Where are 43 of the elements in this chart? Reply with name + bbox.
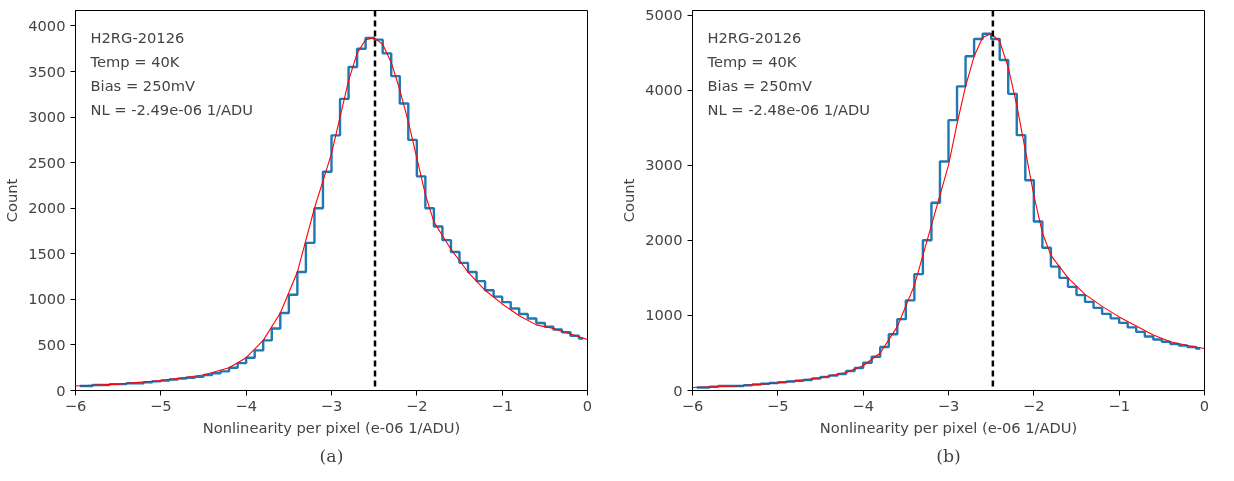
- y-tick-label: 4000: [645, 81, 683, 99]
- annotation: H2RG-20126: [707, 28, 802, 46]
- x-tick-label: −2: [1023, 396, 1045, 414]
- y-tick-label: 2000: [28, 199, 66, 217]
- y-tick-label: 4000: [28, 16, 66, 34]
- annotation: Bias = 250mV: [707, 76, 813, 94]
- y-tick-label: 1500: [28, 244, 66, 262]
- x-tick-label: −6: [64, 396, 87, 414]
- y-tick-label: 1000: [28, 290, 66, 308]
- x-tick-label: −4: [235, 396, 257, 414]
- annotation: NL = -2.48e-06 1/ADU: [707, 100, 871, 118]
- annotation: NL = -2.49e-06 1/ADU: [90, 100, 254, 118]
- y-tick-label: 0: [56, 381, 66, 399]
- y-tick-label: 2500: [28, 153, 66, 171]
- y-tick-label: 5000: [645, 6, 683, 24]
- x-tick-label: −1: [491, 396, 513, 414]
- y-tick-label: 3500: [28, 62, 66, 80]
- y-tick-label: 3000: [28, 108, 66, 126]
- x-axis-title: Nonlinearity per pixel (e-06 1/ADU): [202, 418, 461, 436]
- y-axis-title: Count: [3, 178, 21, 223]
- x-tick-label: −5: [767, 396, 789, 414]
- y-tick-label: 500: [37, 335, 66, 353]
- y-tick-label: 3000: [645, 156, 683, 174]
- x-tick-label: −2: [406, 396, 428, 414]
- text: (b): [936, 445, 961, 466]
- x-tick-label: −5: [150, 396, 172, 414]
- x-tick-label: −3: [320, 396, 343, 414]
- y-tick-label: 2000: [645, 231, 683, 249]
- x-tick-label: −6: [681, 396, 704, 414]
- annotation: Bias = 250mV: [90, 76, 196, 94]
- x-tick-label: 0: [1199, 396, 1210, 414]
- annotation: H2RG-20126: [90, 28, 185, 46]
- x-axis-title: Nonlinearity per pixel (e-06 1/ADU): [819, 418, 1078, 436]
- y-tick-label: 1000: [645, 306, 683, 324]
- y-axis-title: Count: [620, 178, 638, 223]
- x-tick-label: −1: [1108, 396, 1130, 414]
- y-tick-label: 0: [673, 381, 683, 399]
- x-tick-label: −4: [852, 396, 874, 414]
- annotation: Temp = 40K: [89, 52, 180, 70]
- x-tick-label: −3: [937, 396, 960, 414]
- text: (a): [319, 445, 344, 466]
- x-tick-label: 0: [582, 396, 593, 414]
- annotation: Temp = 40K: [706, 52, 797, 70]
